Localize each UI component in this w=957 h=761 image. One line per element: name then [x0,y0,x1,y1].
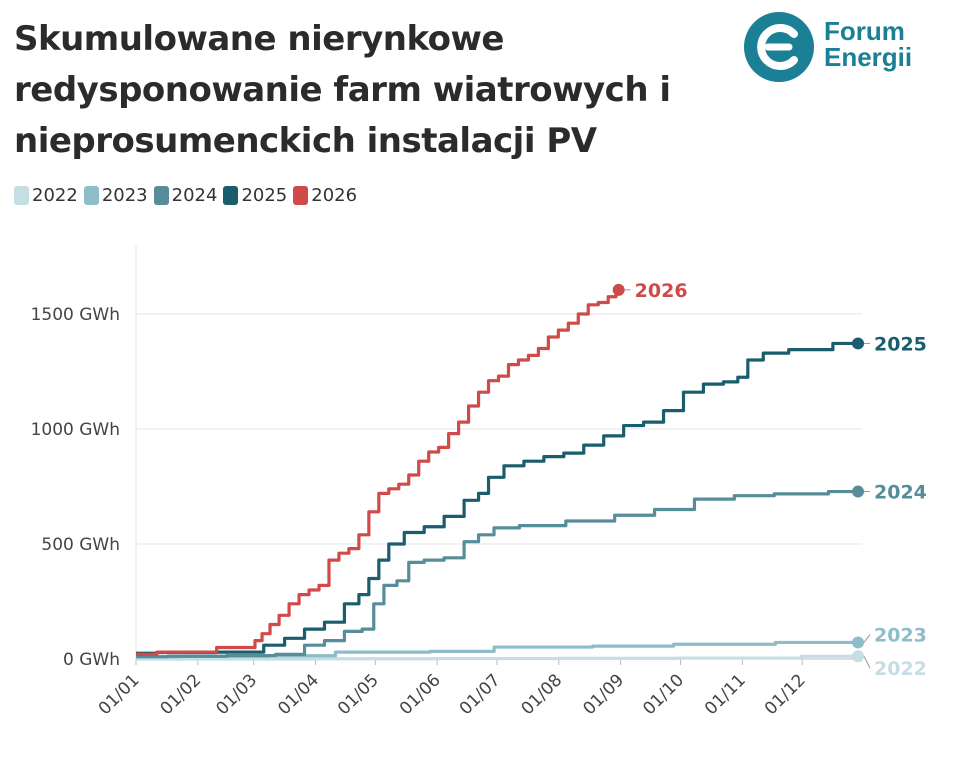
legend-label: 2022 [32,185,78,206]
legend-item-2023: 2023 [83,185,148,206]
legend-item-2022: 2022 [14,185,78,206]
legend-swatch [83,186,99,205]
series-end-label: 2025 [874,333,927,355]
legend-item-2024: 2024 [153,185,218,206]
logo-line: Energii [824,42,913,72]
x-tick-label: 01/12 [761,670,810,719]
x-tick-label: 01/01 [95,670,144,719]
series-end-point [852,337,865,350]
series-line-2024 [136,489,859,659]
series-line-2025 [136,341,859,655]
x-tick-label: 01/03 [212,670,261,719]
legend-item-2025: 2025 [223,185,287,206]
logo-mark-icon [744,12,814,82]
series-end-point [612,283,625,296]
legend-item-2026: 2026 [293,185,357,206]
series-end-point [852,636,865,649]
logo-wordmark: Forum Energii [824,18,912,70]
series-end-label: 2023 [874,624,927,646]
x-tick-label: 01/06 [396,670,445,719]
x-tick-label: 01/04 [274,670,323,719]
label-connector [863,656,871,669]
y-axis: 0 GWh 500 GWh 1000 GWh 1500 GWh [31,305,120,670]
grid-lines [135,245,862,660]
title-line: redysponowanie farm wiatrowych i [14,70,671,110]
title-line: Skumulowane nierynkowe [14,19,505,59]
legend-label: 2026 [311,185,358,206]
x-tick-label: 01/08 [518,670,567,719]
series-end-label: 2024 [874,482,927,504]
legend-swatch [293,186,309,205]
x-tick-label: 01/02 [157,670,206,719]
x-tick-label: 01/11 [701,670,750,719]
y-tick-label: 1000 GWh [31,420,120,440]
title-line: nieprosumenckich instalacji PV [14,121,597,161]
series-end-label: 2022 [874,658,927,680]
legend-swatch [153,186,169,205]
series-end-point [852,485,865,498]
x-axis: 01/01 01/02 01/03 01/04 01/05 01/06 01/07 01/08… [95,659,810,719]
label-connector [863,634,871,643]
series-line-2026 [136,288,619,656]
series-line-2022 [136,654,859,661]
legend-swatch [223,186,239,205]
x-tick-label: 01/07 [456,670,505,719]
series-lines [136,283,865,663]
x-tick-label: 01/09 [579,670,628,719]
series-end-point [852,650,865,663]
y-tick-label: 0 GWh [63,650,120,670]
legend-label: 2023 [101,185,148,206]
logo-line: Forum [824,16,905,46]
series-end-labels: 2022 2023 2024 2025 2026 [624,280,927,680]
x-tick-label: 01/05 [334,670,383,719]
series-end-label: 2026 [635,280,688,302]
chart-title: Skumulowane nierynkowe redysponowanie fa… [14,14,704,167]
legend-label: 2025 [241,185,288,206]
chart-legend: 2022 2023 2024 2025 2026 [14,185,363,206]
x-tick-label: 01/10 [639,670,688,719]
y-tick-label: 1500 GWh [31,305,120,325]
forum-energii-logo: Forum Energii [744,12,934,84]
legend-label: 2024 [171,185,218,206]
legend-swatch [14,186,29,205]
y-tick-label: 500 GWh [41,535,120,555]
